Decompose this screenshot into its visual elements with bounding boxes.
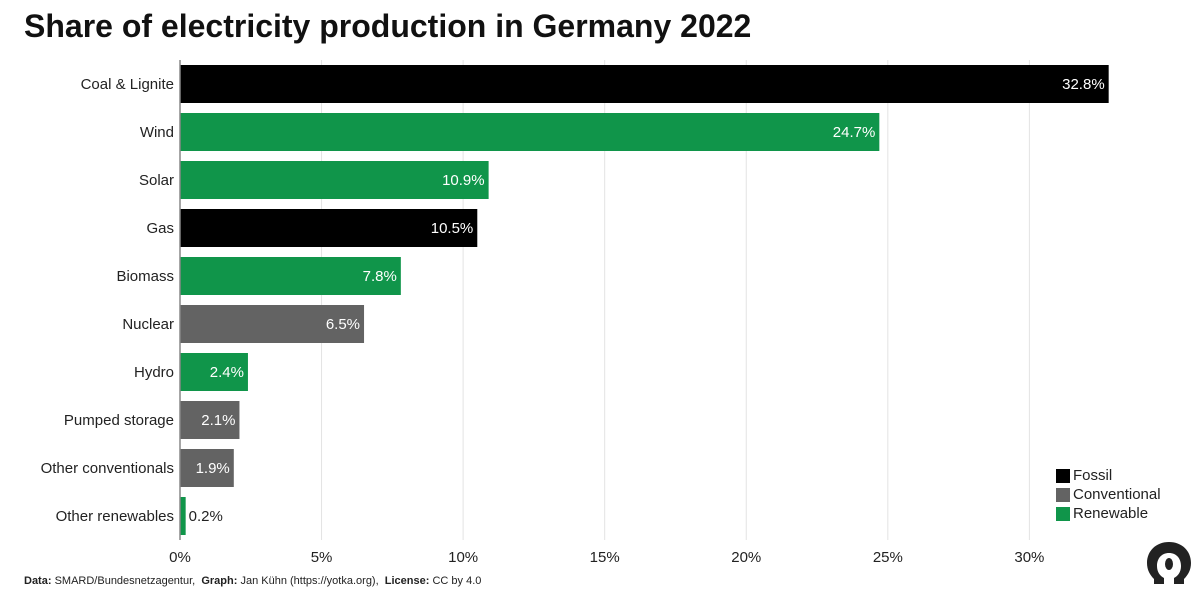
category-label: Other renewables [56,508,174,525]
bar [180,305,365,343]
value-label: 0.2% [189,508,223,525]
x-tick-label: 30% [1014,549,1044,566]
footer-data-value: SMARD/Bundesnetzagentur, [54,575,196,587]
category-label: Solar [139,172,174,189]
legend-item-renewable: Renewable [1056,504,1161,523]
x-tick-label: 5% [311,549,333,566]
footer-graph-value: Jan Kühn (https://yotka.org), [240,575,379,587]
value-label: 10.9% [442,172,485,189]
footer-license-key: License: [384,575,430,587]
bar [180,449,234,487]
x-tick-label: 10% [448,549,478,566]
yotka-head-logo-icon [1147,542,1191,584]
bar [180,257,401,295]
value-label: 32.8% [1062,76,1105,93]
category-label: Biomass [116,268,174,285]
category-label: Hydro [134,364,174,381]
bar [180,65,1109,103]
x-tick-label: 25% [873,549,903,566]
category-label: Nuclear [122,316,174,333]
bar [180,113,880,151]
legend-swatch-conventional [1056,487,1070,502]
legend-label-fossil: Fossil [1073,467,1113,484]
x-tick-label: 15% [590,549,620,566]
category-label: Wind [140,124,174,141]
footer-graph-key: Graph: [201,575,238,587]
value-label: 1.9% [196,460,230,477]
footer-license-value: CC by 4.0 [432,575,482,587]
legend-swatch-renewable [1056,506,1070,521]
category-label: Coal & Lignite [81,76,174,93]
bar [180,209,478,247]
bar [180,161,489,199]
legend-item-fossil: Fossil [1056,466,1161,485]
credits-footer: Data: SMARD/Bundesnetzagentur, Graph: Ja… [24,575,481,587]
value-label: 2.4% [210,364,244,381]
value-label: 7.8% [363,268,397,285]
x-tick-label: 20% [731,549,761,566]
legend: Fossil Conventional Renewable [1056,466,1161,523]
bar [180,497,186,535]
category-label: Pumped storage [64,412,174,429]
legend-item-conventional: Conventional [1056,485,1161,504]
chart-title: Share of electricity production in Germa… [24,8,752,44]
category-label: Gas [146,220,174,237]
legend-label-renewable: Renewable [1073,505,1149,522]
x-tick-label: 0% [169,549,191,566]
value-label: 24.7% [833,124,876,141]
bar [180,353,248,391]
value-label: 2.1% [201,412,235,429]
value-label: 6.5% [326,316,360,333]
value-label: 10.5% [431,220,474,237]
legend-swatch-fossil [1056,468,1070,483]
bar [180,401,240,439]
category-label: Other conventionals [41,460,174,477]
legend-label-conventional: Conventional [1073,486,1161,503]
footer-data-key: Data: [24,575,52,587]
